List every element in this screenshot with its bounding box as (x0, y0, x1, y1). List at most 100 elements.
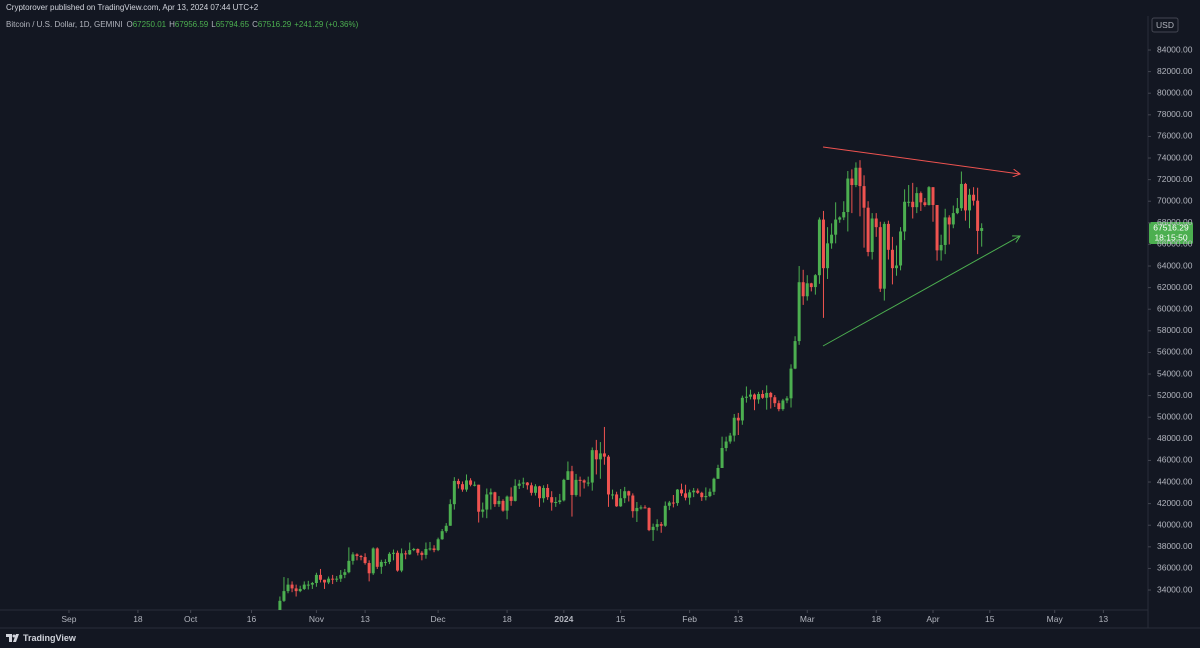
candle-body (412, 548, 416, 551)
symbol: Bitcoin / U.S. Dollar, 1D, GEMINI (6, 20, 123, 29)
y-tick-label: 40000.00 (1157, 519, 1193, 529)
candle-body (765, 392, 769, 398)
candle-body (655, 524, 659, 527)
candle-body (282, 591, 286, 601)
candle-body (359, 556, 363, 558)
candle-body (963, 183, 967, 211)
candle-body (363, 557, 367, 564)
candle-body (465, 480, 469, 490)
candle-body (951, 213, 955, 225)
candle-body (347, 560, 351, 573)
support-trendline[interactable] (822, 236, 1020, 347)
ohlc-value: 67250.01 (132, 20, 167, 29)
candle-body (700, 492, 704, 498)
candle-body (538, 486, 542, 499)
publish-info: Cryptorover published on TradingView.com… (6, 3, 259, 12)
candle-body (708, 491, 712, 497)
candle-body (850, 178, 854, 186)
candle-body (578, 479, 582, 481)
candle-body (724, 441, 728, 448)
y-tick-label: 58000.00 (1157, 325, 1193, 335)
candle-body (294, 588, 298, 592)
candle-body (542, 487, 546, 499)
y-tick-label: 36000.00 (1157, 563, 1193, 573)
brand[interactable]: TradingView (6, 633, 76, 643)
currency-box[interactable] (1151, 17, 1179, 33)
candle-body (959, 183, 963, 209)
resistance-trendline[interactable] (822, 146, 1020, 174)
candle-body (753, 394, 757, 400)
candle-body (886, 223, 890, 250)
candle-body (817, 219, 821, 276)
candle-body (805, 283, 809, 297)
candle-body (773, 397, 777, 404)
candle-body (903, 201, 907, 232)
candle-body (574, 479, 578, 495)
candle-body (383, 561, 387, 563)
y-tick-label: 74000.00 (1157, 152, 1193, 162)
candle-body (570, 471, 574, 495)
candle-body (286, 584, 290, 592)
candle-body (716, 467, 720, 479)
x-tick-label: 13 (1099, 614, 1109, 624)
ohlc-value: 67956.59 (174, 20, 209, 29)
candle-body (387, 553, 391, 562)
x-tick-label: 18 (871, 614, 881, 624)
candle-body (615, 494, 619, 507)
candle-body (339, 574, 343, 579)
y-tick-label: 66000.00 (1157, 239, 1193, 249)
candle-body (830, 234, 834, 244)
x-tick-label: Apr (926, 614, 939, 624)
symbol-legend: Bitcoin / U.S. Dollar, 1D, GEMINI O67250.… (6, 20, 361, 29)
x-tick-label: Dec (431, 614, 447, 624)
y-tick-label: 70000.00 (1157, 195, 1193, 205)
brand-name: TradingView (23, 633, 76, 643)
candle-body (602, 453, 606, 457)
x-tick-label: 15 (985, 614, 995, 624)
candle-body (675, 489, 679, 504)
candle-body (923, 202, 927, 205)
candle-body (647, 507, 651, 531)
candle-body (679, 489, 683, 494)
candle-body (469, 480, 473, 485)
candle-body (594, 450, 598, 460)
candle-body (623, 491, 627, 499)
candle-body (834, 219, 838, 235)
y-tick-label: 82000.00 (1157, 66, 1193, 76)
candle-body (452, 480, 456, 505)
candle-body (351, 554, 355, 561)
y-tick-label: 60000.00 (1157, 303, 1193, 313)
candle-body (955, 208, 959, 214)
candle-body (667, 502, 671, 506)
candle-body (631, 495, 635, 512)
candle-body (793, 341, 797, 369)
y-tick-label: 44000.00 (1157, 476, 1193, 486)
candle-body (854, 167, 858, 186)
candle-body (323, 579, 327, 583)
candle-body (327, 578, 331, 583)
candle-body (335, 578, 339, 580)
candle-body (456, 480, 460, 485)
candle-body (870, 218, 874, 252)
x-tick-label: 18 (502, 614, 512, 624)
candle-body (704, 496, 708, 498)
candle-body (890, 249, 894, 269)
x-tick-label: 13 (734, 614, 744, 624)
candle-body (278, 600, 282, 610)
candle-body (842, 212, 846, 218)
candle-body (497, 500, 501, 505)
y-tick-label: 68000.00 (1157, 217, 1193, 227)
candle-body (692, 490, 696, 493)
candle-body (477, 484, 481, 512)
candle-body (513, 485, 517, 501)
ohlc-label: H (169, 20, 175, 29)
candle-body (436, 539, 440, 551)
candle-body (684, 493, 688, 498)
candle-body (789, 368, 793, 399)
bar-countdown: 18:15:50 (1154, 232, 1187, 242)
candle-body (566, 471, 570, 480)
candle-body (761, 394, 765, 398)
candle-body (396, 552, 400, 571)
candle-body (899, 231, 903, 266)
